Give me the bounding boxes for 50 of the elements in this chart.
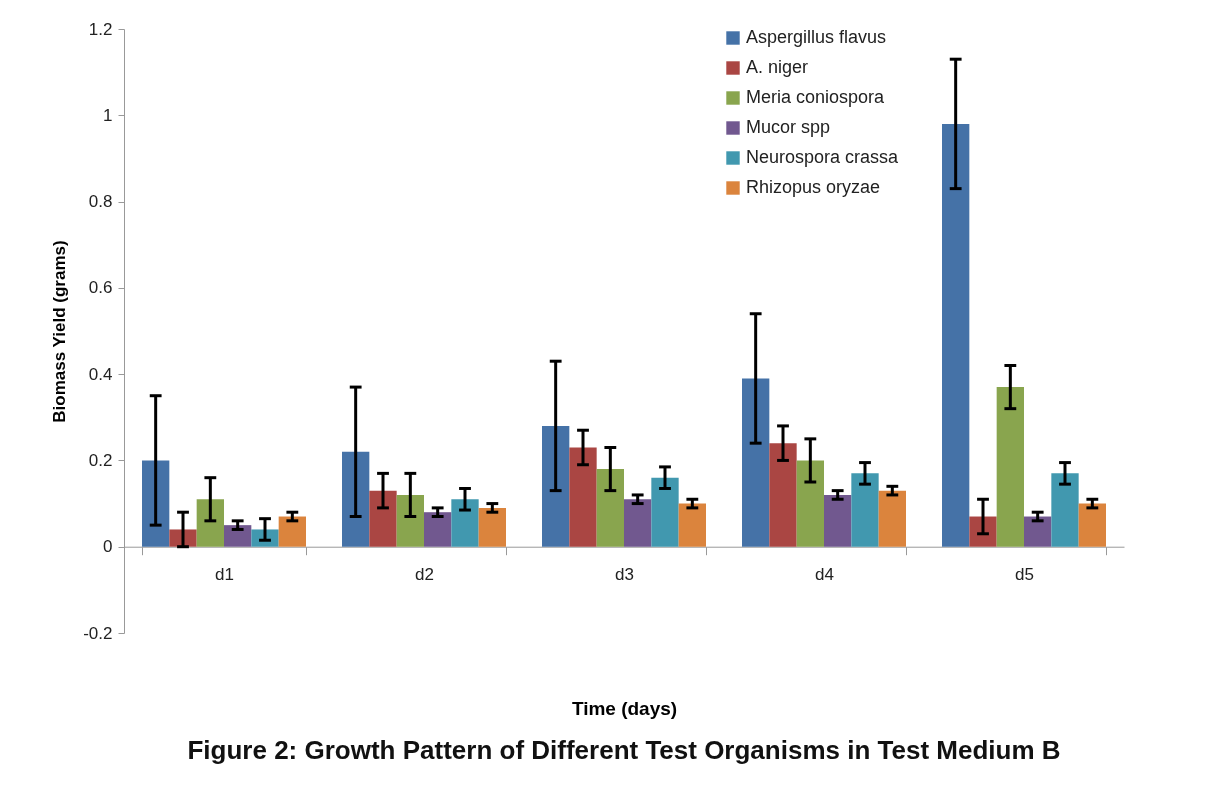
bar — [369, 490, 397, 547]
bar — [424, 512, 452, 547]
bar — [278, 516, 306, 547]
bar — [478, 507, 506, 547]
x-tick-label: d3 — [615, 565, 634, 585]
x-tick-label: d4 — [815, 565, 834, 585]
y-tick-label: 0.2 — [88, 450, 113, 470]
bar — [851, 473, 879, 547]
bar — [1024, 516, 1052, 547]
y-tick-label: 0.4 — [88, 364, 113, 384]
y-tick-label: 0.8 — [88, 192, 113, 212]
legend-label: Mucor spp — [746, 117, 831, 137]
bar — [342, 451, 370, 547]
bar — [1078, 503, 1106, 547]
bar — [942, 123, 970, 547]
text: Figure 2: Growth Pattern of Different Test Organisms in Test Medium B — [187, 735, 1061, 765]
bar — [969, 516, 997, 547]
bar — [569, 447, 597, 547]
bar — [769, 443, 797, 547]
bar — [651, 477, 679, 547]
bar — [678, 503, 706, 547]
y-tick-label: 0.6 — [88, 278, 113, 298]
y-tick-label: -0.2 — [83, 623, 113, 643]
bar — [1051, 473, 1079, 547]
bar — [742, 378, 770, 547]
x-tick-label: d2 — [415, 565, 434, 585]
bar — [878, 490, 906, 547]
bar — [542, 425, 570, 547]
y-tick-label: 1.2 — [88, 19, 113, 39]
y-tick-label: 1 — [103, 105, 113, 125]
x-axis-title: Time (days) — [571, 697, 678, 719]
y-axis-title: Biomass Yield (grams) — [50, 240, 70, 423]
bar — [624, 499, 652, 547]
bar — [196, 499, 224, 547]
legend-label: Meria coniospora — [746, 87, 886, 107]
x-tick-label: d1 — [215, 565, 234, 585]
legend-label: Aspergillus flavus — [746, 27, 887, 47]
x-tick-label: d5 — [1015, 565, 1034, 585]
legend-label: A. niger — [746, 57, 809, 77]
bar — [142, 460, 170, 547]
bar — [824, 494, 852, 547]
bar — [796, 460, 824, 547]
bar — [396, 494, 424, 547]
bar — [596, 469, 624, 547]
legend-label: Rhizopus oryzae — [746, 177, 881, 197]
bar — [451, 499, 479, 547]
bar — [996, 387, 1024, 547]
bar — [224, 525, 252, 547]
y-tick-label: 0 — [103, 537, 113, 557]
legend-label: Neurospora crassa — [746, 147, 900, 167]
